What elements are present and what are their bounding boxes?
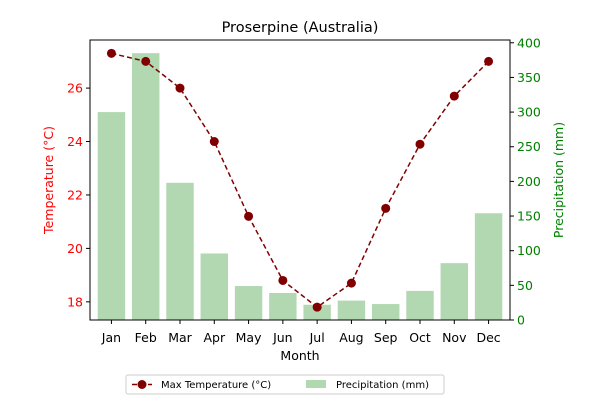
precipitation-bar-oct — [406, 290, 434, 320]
temperature-point-mar — [175, 83, 185, 93]
right-y-tick-label: 50 — [517, 278, 533, 293]
precipitation-bar-aug — [337, 300, 366, 320]
temperature-point-may — [244, 211, 254, 221]
temperature-point-jun — [278, 275, 288, 285]
left-y-tick-label: 18 — [67, 294, 83, 309]
right-y-tick-label: 0 — [517, 313, 525, 328]
x-tick-label-feb: Feb — [135, 330, 157, 345]
temperature-point-jul — [312, 302, 322, 312]
left-y-tick-label: 22 — [67, 187, 83, 202]
temperature-line-series — [106, 48, 494, 312]
x-tick-label-mar: Mar — [168, 330, 192, 345]
left-y-tick-label: 20 — [67, 241, 83, 256]
precipitation-bar-jun — [269, 292, 297, 320]
precipitation-bar-feb — [132, 53, 160, 321]
right-y-tick-label: 200 — [517, 174, 541, 189]
right-y-axis: 0 50 100 150 200 250 300 350 400 — [510, 35, 541, 328]
chart-title: Proserpine (Australia) — [222, 20, 379, 36]
x-tick-label-jan: Jan — [101, 330, 121, 345]
legend: Max Temperature (°C) Precipitation (mm) — [125, 374, 445, 395]
precipitation-bars — [97, 53, 503, 321]
x-axis-label: Month — [280, 348, 319, 363]
x-tick-label-nov: Nov — [442, 330, 467, 345]
right-y-axis-label: Precipitation (mm) — [551, 122, 566, 238]
legend-frame — [125, 374, 445, 395]
right-y-tick-label: 400 — [517, 35, 541, 50]
temperature-point-aug — [346, 278, 356, 288]
right-y-tick-label: 150 — [517, 209, 541, 224]
x-tick-label-sep: Sep — [374, 330, 398, 345]
temperature-point-apr — [209, 137, 219, 147]
precipitation-bar-nov — [440, 263, 468, 320]
precipitation-bar-may — [234, 286, 263, 320]
temperature-point-nov — [449, 91, 459, 101]
precipitation-bar-dec — [474, 213, 503, 320]
temperature-point-oct — [415, 139, 425, 149]
x-axis: Jan Feb Mar Apr May Jun Jul Aug Sep Oct Nov Dec — [101, 320, 501, 345]
temperature-point-jan — [106, 48, 116, 58]
legend-marker-swatch — [137, 380, 147, 389]
temperature-line — [111, 52, 490, 309]
legend-bar-swatch — [306, 380, 326, 388]
x-tick-label-aug: Aug — [339, 330, 363, 345]
left-y-tick-label: 24 — [67, 134, 83, 149]
legend-label-temperature: Max Temperature (°C) — [161, 380, 271, 391]
right-y-tick-label: 250 — [517, 139, 541, 154]
left-y-tick-label: 26 — [67, 81, 83, 96]
x-tick-label-oct: Oct — [409, 330, 431, 345]
right-y-tick-label: 100 — [517, 243, 541, 258]
plot-frame — [89, 39, 511, 321]
left-y-axis: 18 20 22 24 26 — [67, 81, 90, 309]
right-y-tick-label: 350 — [517, 70, 541, 85]
right-y-tick-label: 300 — [517, 105, 541, 120]
x-tick-label-apr: Apr — [203, 330, 225, 345]
precipitation-bar-sep — [372, 304, 400, 320]
temperature-point-sep — [381, 203, 391, 213]
precipitation-bar-mar — [166, 182, 194, 320]
precipitation-bar-jan — [97, 112, 126, 320]
temperature-point-dec — [484, 56, 494, 66]
precipitation-bar-apr — [200, 253, 228, 320]
x-tick-label-may: May — [236, 330, 262, 345]
temperature-point-feb — [141, 56, 151, 66]
x-tick-label-jul: Jul — [309, 330, 325, 345]
x-tick-label-jun: Jun — [272, 330, 293, 345]
left-y-axis-label: Temperature (°C) — [41, 126, 56, 235]
x-tick-label-dec: Dec — [476, 330, 500, 345]
legend-label-precipitation: Precipitation (mm) — [336, 380, 429, 391]
precipitation-bar-jul — [303, 304, 331, 320]
